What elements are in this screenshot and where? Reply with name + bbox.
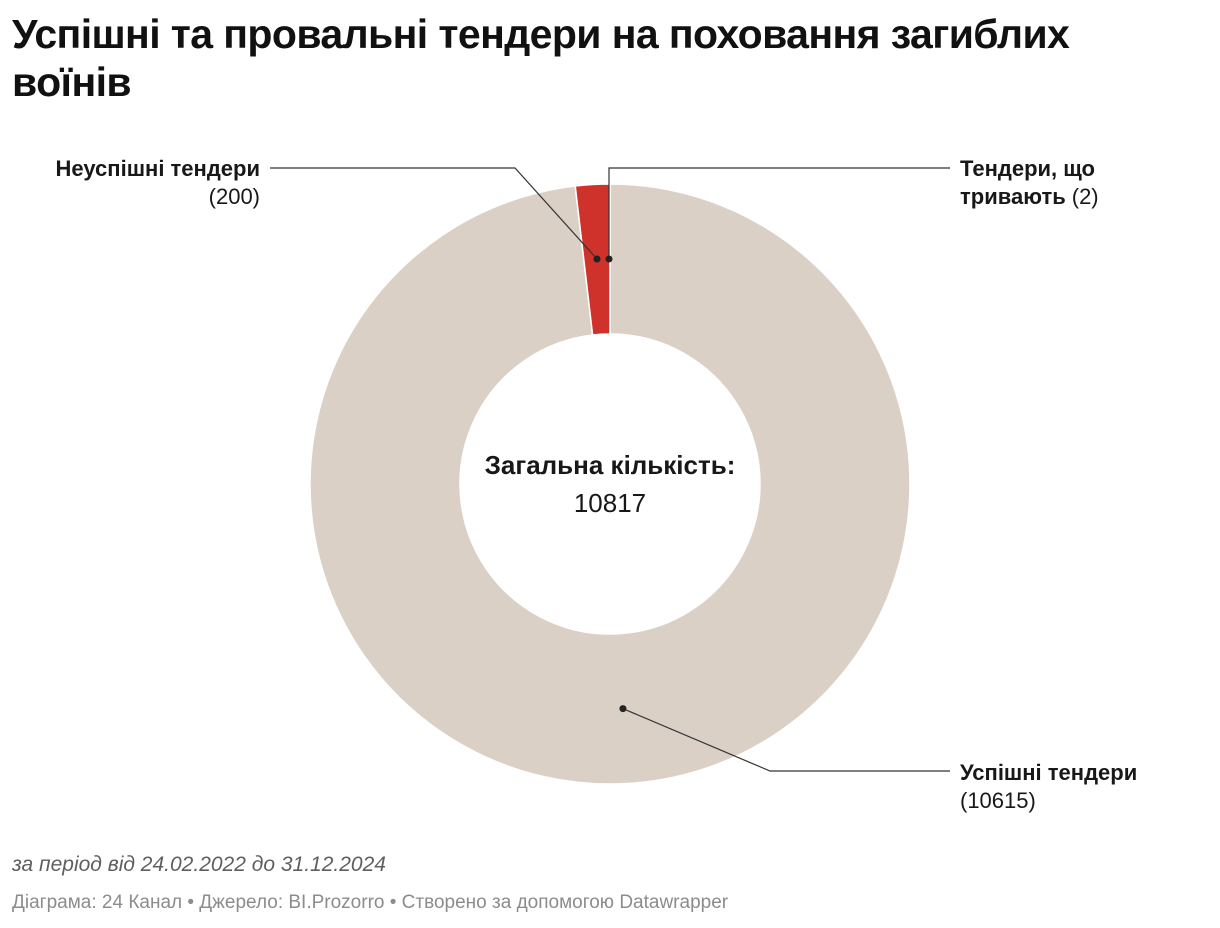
slice-failed: [574, 183, 611, 336]
leader-dot-successful: [619, 705, 627, 713]
period-note: за період від 24.02.2022 до 31.12.2024: [12, 853, 386, 876]
leader-lines: [270, 167, 950, 772]
donut-slices: [309, 183, 911, 785]
slice-label-successful: Успішні тендери (10615): [960, 760, 1137, 813]
slice-label-ongoing: Тендери, що тривають (2): [960, 156, 1099, 209]
leader-line-failed: [270, 167, 598, 260]
source-footer: Діаграма: 24 Канал • Джерело: BI.Prozorr…: [12, 892, 729, 913]
leader-line-ongoing: [608, 167, 950, 259]
slice-labels: Тендери, що тривають (2) Успішні тендери (10…: [56, 156, 1138, 813]
slice-label-failed: Неуспішні тендери (200): [56, 156, 260, 209]
center-value: 10817: [574, 488, 646, 518]
leader-dot-ongoing: [605, 255, 613, 263]
leader-dot-failed: [593, 255, 601, 263]
slice-successful: [309, 183, 911, 785]
leader-line-successful: [622, 708, 950, 772]
chart-title: Успішні та провальні тендери на похованн…: [12, 11, 1070, 105]
center-label: Загальна кількість:: [485, 450, 736, 480]
